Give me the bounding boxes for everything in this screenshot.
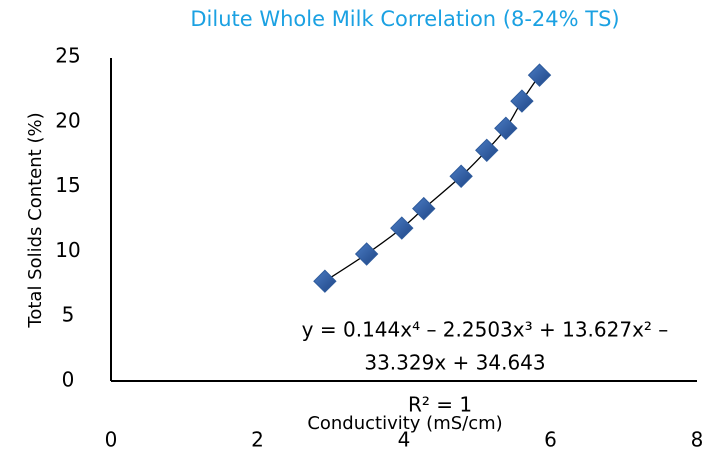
x-axis-label: Conductivity (mS/cm) (307, 413, 502, 434)
y-tick-label: 15 (55, 173, 80, 197)
equation-line-2: 33.329x + 34.643 (364, 351, 545, 375)
x-tick-label: 4 (398, 428, 411, 452)
y-tick-label: 0 (62, 368, 75, 392)
x-tick-label: 8 (691, 428, 704, 452)
data-point (449, 164, 473, 188)
data-point (390, 216, 414, 240)
data-point (313, 269, 337, 293)
data-point (475, 138, 499, 163)
data-point (527, 63, 552, 87)
data-point (494, 116, 518, 140)
data-point (510, 89, 534, 113)
chart-title: Dilute Whole Milk Correlation (8-24% TS) (190, 7, 619, 31)
x-tick-label: 6 (544, 428, 557, 452)
x-tick-label: 0 (105, 428, 118, 452)
y-tick-label: 5 (62, 303, 75, 327)
equation-line-1: y = 0.144x⁴ – 2.2503x³ + 13.627x² – (302, 318, 669, 342)
y-axis-label: Total Solids Content (%) (25, 112, 46, 328)
x-tick-label: 2 (251, 428, 264, 452)
r-squared: R² = 1 (408, 393, 472, 417)
y-tick-label: 20 (55, 108, 80, 132)
y-tick-label: 25 (55, 44, 80, 68)
trendline (324, 74, 541, 282)
data-point (412, 196, 436, 221)
data-point (354, 242, 379, 266)
y-tick-label: 10 (55, 238, 80, 262)
